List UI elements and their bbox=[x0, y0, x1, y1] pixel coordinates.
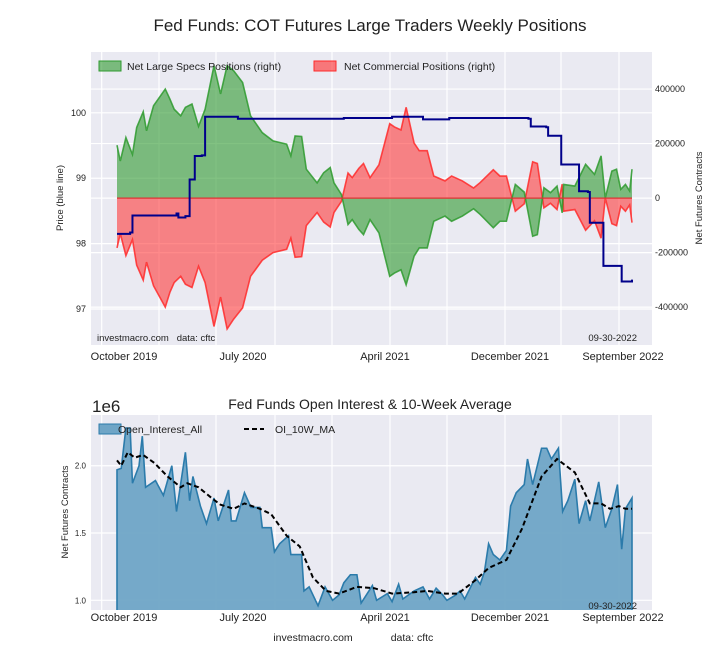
open-interest-area bbox=[116, 427, 633, 610]
bottom-y-axis-ticks: 1.0 1.5 2.0 bbox=[75, 462, 87, 606]
x-axis-tick-label: July 2020 bbox=[219, 612, 266, 624]
right-axis-tick-label: 200000 bbox=[655, 139, 685, 149]
left-axis-tick-label: 100 bbox=[71, 108, 86, 118]
x-axis-tick-label: September 2022 bbox=[582, 351, 663, 363]
legend-swatch-open-interest bbox=[98, 423, 122, 435]
left-axis-tick-label: 99 bbox=[76, 173, 86, 183]
bottom-series-marks bbox=[116, 427, 633, 610]
bottom-chart-title: Fed Funds Open Interest & 10-Week Averag… bbox=[228, 396, 512, 412]
price-line bbox=[117, 115, 633, 283]
top-left-axis-ticks: 97 98 99 100 bbox=[71, 108, 86, 314]
right-axis-tick-label: 0 bbox=[655, 193, 660, 203]
x-axis-tick-label: July 2020 bbox=[219, 351, 266, 363]
bottom-legend: Open_Interest_All OI_10W_MA bbox=[98, 423, 335, 436]
x-axis-tick-label: October 2019 bbox=[91, 612, 158, 624]
right-axis-tick-label: 400000 bbox=[655, 84, 685, 94]
bottom-y-axis-label: Net Futures Contracts bbox=[60, 465, 71, 558]
y-axis-tick-label: 2.0 bbox=[75, 462, 87, 471]
x-axis-tick-label: October 2019 bbox=[91, 351, 158, 363]
specs-positions-line bbox=[116, 64, 633, 288]
oi-10w-ma-line bbox=[116, 450, 632, 595]
top-legend: Net Large Specs Positions (right) Net Co… bbox=[98, 60, 495, 73]
y-axis-tick-label: 1.0 bbox=[75, 596, 87, 605]
top-chart-title: Fed Funds: COT Futures Large Traders Wee… bbox=[153, 16, 586, 35]
legend-label-ma: OI_10W_MA bbox=[275, 424, 335, 436]
top-left-axis-label: Price (blue line) bbox=[55, 165, 66, 231]
x-axis-tick-label: December 2021 bbox=[471, 351, 549, 363]
footer-site: investmacro.com bbox=[273, 632, 353, 644]
top-plot: Net Large Specs Positions (right) Net Co… bbox=[55, 52, 705, 363]
legend-label-commercial: Net Commercial Positions (right) bbox=[344, 61, 495, 73]
legend-swatch-commercial bbox=[313, 60, 337, 72]
legend-label-specs: Net Large Specs Positions (right) bbox=[127, 61, 281, 73]
bottom-plot: Open_Interest_All OI_10W_MA 09-30-2022 1… bbox=[60, 415, 664, 624]
left-axis-tick-label: 97 bbox=[76, 304, 86, 314]
commercial-positions-area bbox=[117, 107, 632, 329]
top-annotation-date: 09-30-2022 bbox=[588, 333, 637, 344]
top-x-axis-ticks: October 2019 July 2020 April 2021 December … bbox=[91, 351, 664, 363]
x-axis-tick-label: April 2021 bbox=[360, 612, 410, 624]
right-axis-tick-label: -200000 bbox=[655, 248, 688, 258]
bottom-clipped-marks bbox=[116, 427, 633, 610]
x-axis-tick-label: September 2022 bbox=[582, 612, 663, 624]
bottom-annotation-date: 09-30-2022 bbox=[588, 601, 637, 612]
specs-positions-area bbox=[117, 65, 632, 285]
legend-label-open-interest: Open_Interest_All bbox=[118, 424, 202, 436]
top-annotation-source: investmacro.com data: cftc bbox=[97, 333, 216, 344]
bottom-scale-label: 1e6 bbox=[92, 397, 120, 416]
right-axis-tick-label: -400000 bbox=[655, 302, 688, 312]
top-right-axis-label: Net Futures Contracts bbox=[694, 151, 705, 244]
legend-swatch-specs bbox=[98, 60, 122, 72]
left-axis-tick-label: 98 bbox=[76, 239, 86, 249]
y-axis-tick-label: 1.5 bbox=[75, 529, 87, 538]
top-series-marks bbox=[116, 64, 633, 331]
footer-source: data: cftc bbox=[391, 632, 434, 644]
top-right-axis-ticks: 400000 200000 0 -200000 -400000 bbox=[655, 84, 688, 312]
x-axis-tick-label: April 2021 bbox=[360, 351, 410, 363]
bottom-x-axis-ticks: October 2019 July 2020 April 2021 December … bbox=[91, 612, 664, 624]
x-axis-tick-label: December 2021 bbox=[471, 612, 549, 624]
